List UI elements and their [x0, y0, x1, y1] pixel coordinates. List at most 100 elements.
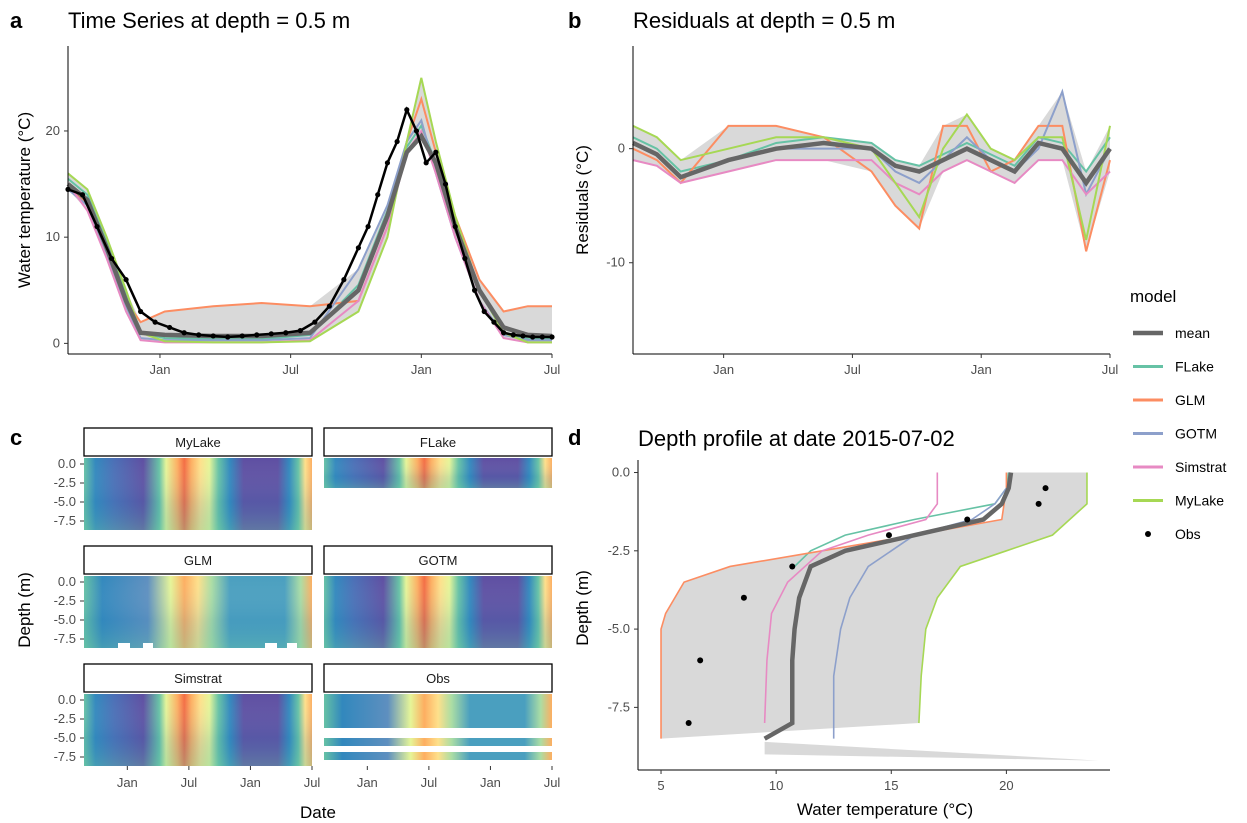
facet-x-tick-label: Jan — [357, 775, 378, 790]
panel-a-obs-point — [297, 328, 303, 334]
facet-y-tick-label: 0.0 — [58, 692, 76, 707]
panel-a-obs-point — [152, 319, 158, 325]
facet-y-tick-label: -7.5 — [54, 513, 76, 528]
panel-b-ylabel: Residuals (°C) — [573, 145, 592, 255]
panel-a-obs-point — [326, 303, 332, 309]
heatmap-depth-shading — [324, 576, 552, 648]
heatmap-band — [324, 738, 552, 746]
facet-y-tick-label: -5.0 — [54, 730, 76, 745]
panel-d-obs-point — [740, 594, 747, 601]
panel-d-obs-point — [964, 516, 971, 523]
facet-mylake: MyLake 0.0 -2.5 -5.0 -7.5 — [54, 427, 313, 530]
facet-y-tick-label: -2.5 — [54, 711, 76, 726]
panel-a-obs-point — [433, 149, 439, 155]
facet-strip — [83, 427, 313, 457]
panel-a-obs-point — [501, 330, 507, 336]
panel-a-title: Time Series at depth = 0.5 m — [68, 8, 350, 33]
panel-c-heatmaps: MyLake 0.0 -2.5 -5.0 -7.5 FLake GLM 0.0 -2.5 -5.0… — [15, 427, 560, 822]
panel-label-a: a — [10, 8, 23, 33]
panel-a-obs-point — [384, 160, 391, 166]
panel-a-obs-point — [283, 330, 289, 336]
heatmap-gap — [143, 643, 153, 648]
panel-a-y-tick-label: 10 — [46, 229, 60, 244]
panel-a-y-tick-label: 20 — [46, 123, 60, 138]
facet-strip-label: MyLake — [175, 435, 221, 450]
facet-strip — [83, 545, 313, 575]
panel-a-obs-point — [181, 330, 187, 336]
heatmap-gap — [265, 643, 277, 648]
panel-b-y-tick-label: -10 — [606, 255, 625, 270]
panel-a-obs-point — [268, 331, 274, 337]
panel-label-c: c — [10, 425, 22, 450]
panel-a-obs-point — [471, 287, 478, 293]
panel-b-x-tick-label: Jul — [844, 362, 861, 377]
panel-b-x-tick-label: Jul — [1102, 362, 1119, 377]
legend-label: Obs — [1175, 526, 1201, 542]
panel-a-obs-point — [539, 334, 545, 340]
panel-a-obs-point — [341, 277, 347, 283]
panel-d-series-gotm — [832, 487, 1008, 739]
panel-b-series-mylake — [632, 112, 1111, 241]
panel-a-obs-point — [138, 308, 144, 315]
panel-a-x-tick-label: Jan — [149, 362, 170, 377]
panel-a-obs-point — [481, 308, 487, 315]
panel-a-obs-point — [452, 223, 458, 230]
panel-b-x-tick-label: Jan — [971, 362, 992, 377]
panel-d-series-mean — [763, 472, 1014, 741]
heatmap-depth-shading — [84, 576, 312, 648]
heatmap-gap — [287, 643, 297, 648]
panel-a-obs-point — [108, 255, 115, 262]
legend-label: Simstrat — [1175, 459, 1226, 475]
panel-d-y-ticks: 0.0 -2.5 -5.0 -7.5 — [608, 465, 638, 714]
panel-b-x-tick-label: Jan — [713, 362, 734, 377]
panel-a-obs-point — [210, 333, 216, 339]
panel-a-obs-point — [375, 192, 381, 198]
panel-a-obs-point — [312, 319, 318, 325]
legend-label: mean — [1175, 325, 1210, 341]
panel-d-obs-point — [685, 720, 692, 727]
panel-d-obs-point — [1035, 500, 1042, 507]
panel-d-y-tick-label: -5.0 — [608, 621, 630, 636]
panel-d-ribbon-tail — [764, 741, 1099, 761]
facet-strip-label: FLake — [420, 435, 456, 450]
facet-strip — [323, 427, 553, 457]
panel-d-range-ribbon — [661, 472, 1087, 739]
panel-b-series-simstrat — [632, 158, 1111, 196]
panel-a-plot-area — [65, 77, 555, 344]
facet-strip — [83, 663, 313, 693]
legend: model mean FLake GLM GOTM Simstrat MyLake Obs — [1130, 287, 1226, 542]
panel-a-obs-point — [225, 334, 231, 340]
facet-y-tick-label: -5.0 — [54, 494, 76, 509]
panel-d-y-tick-label: -2.5 — [608, 543, 630, 558]
panel-d-x-tick-label: 5 — [657, 778, 664, 793]
panel-a-obs-point — [254, 332, 260, 338]
panel-a-obs-point — [491, 319, 497, 325]
facet-y-tick-label: 0.0 — [58, 456, 76, 471]
panel-d-y-tick-label: -7.5 — [608, 699, 630, 714]
heatmap-depth-shading — [324, 458, 552, 488]
heatmap-depth-shading — [84, 458, 312, 530]
panel-a-ylabel: Water temperature (°C) — [15, 112, 34, 288]
panel-c-xlabel: Date — [300, 803, 336, 822]
heatmap-band — [324, 752, 552, 760]
legend-label: MyLake — [1175, 493, 1224, 509]
panel-a-x-tick-label: Jul — [282, 362, 299, 377]
facet-x-tick-label: Jan — [240, 775, 261, 790]
panel-a-series-obs-line — [67, 106, 552, 339]
panel-b-residuals: Residuals at depth = 0.5 m Residuals (°C… — [573, 8, 1118, 377]
facet-glm: GLM 0.0 -2.5 -5.0 -7.5 — [54, 545, 313, 648]
facet-x-tick-label: Jul — [181, 775, 198, 790]
panel-a-obs-point — [413, 128, 420, 134]
panel-a-obs-point — [394, 138, 400, 145]
facet-y-tick-label: -2.5 — [54, 593, 76, 608]
facet-x-tick-label: Jan — [480, 775, 501, 790]
facet-strip — [323, 545, 553, 575]
facet-gotm: GOTM — [323, 545, 553, 648]
legend-label: GOTM — [1175, 426, 1217, 442]
panel-b-series-mean — [632, 140, 1112, 187]
panel-b-series-glm — [632, 124, 1111, 252]
facet-x-tick-label: Jul — [304, 775, 321, 790]
panel-a-x-tick-label: Jan — [411, 362, 432, 377]
panel-a-x-ticks: Jan Jul Jan Jul — [149, 354, 560, 377]
